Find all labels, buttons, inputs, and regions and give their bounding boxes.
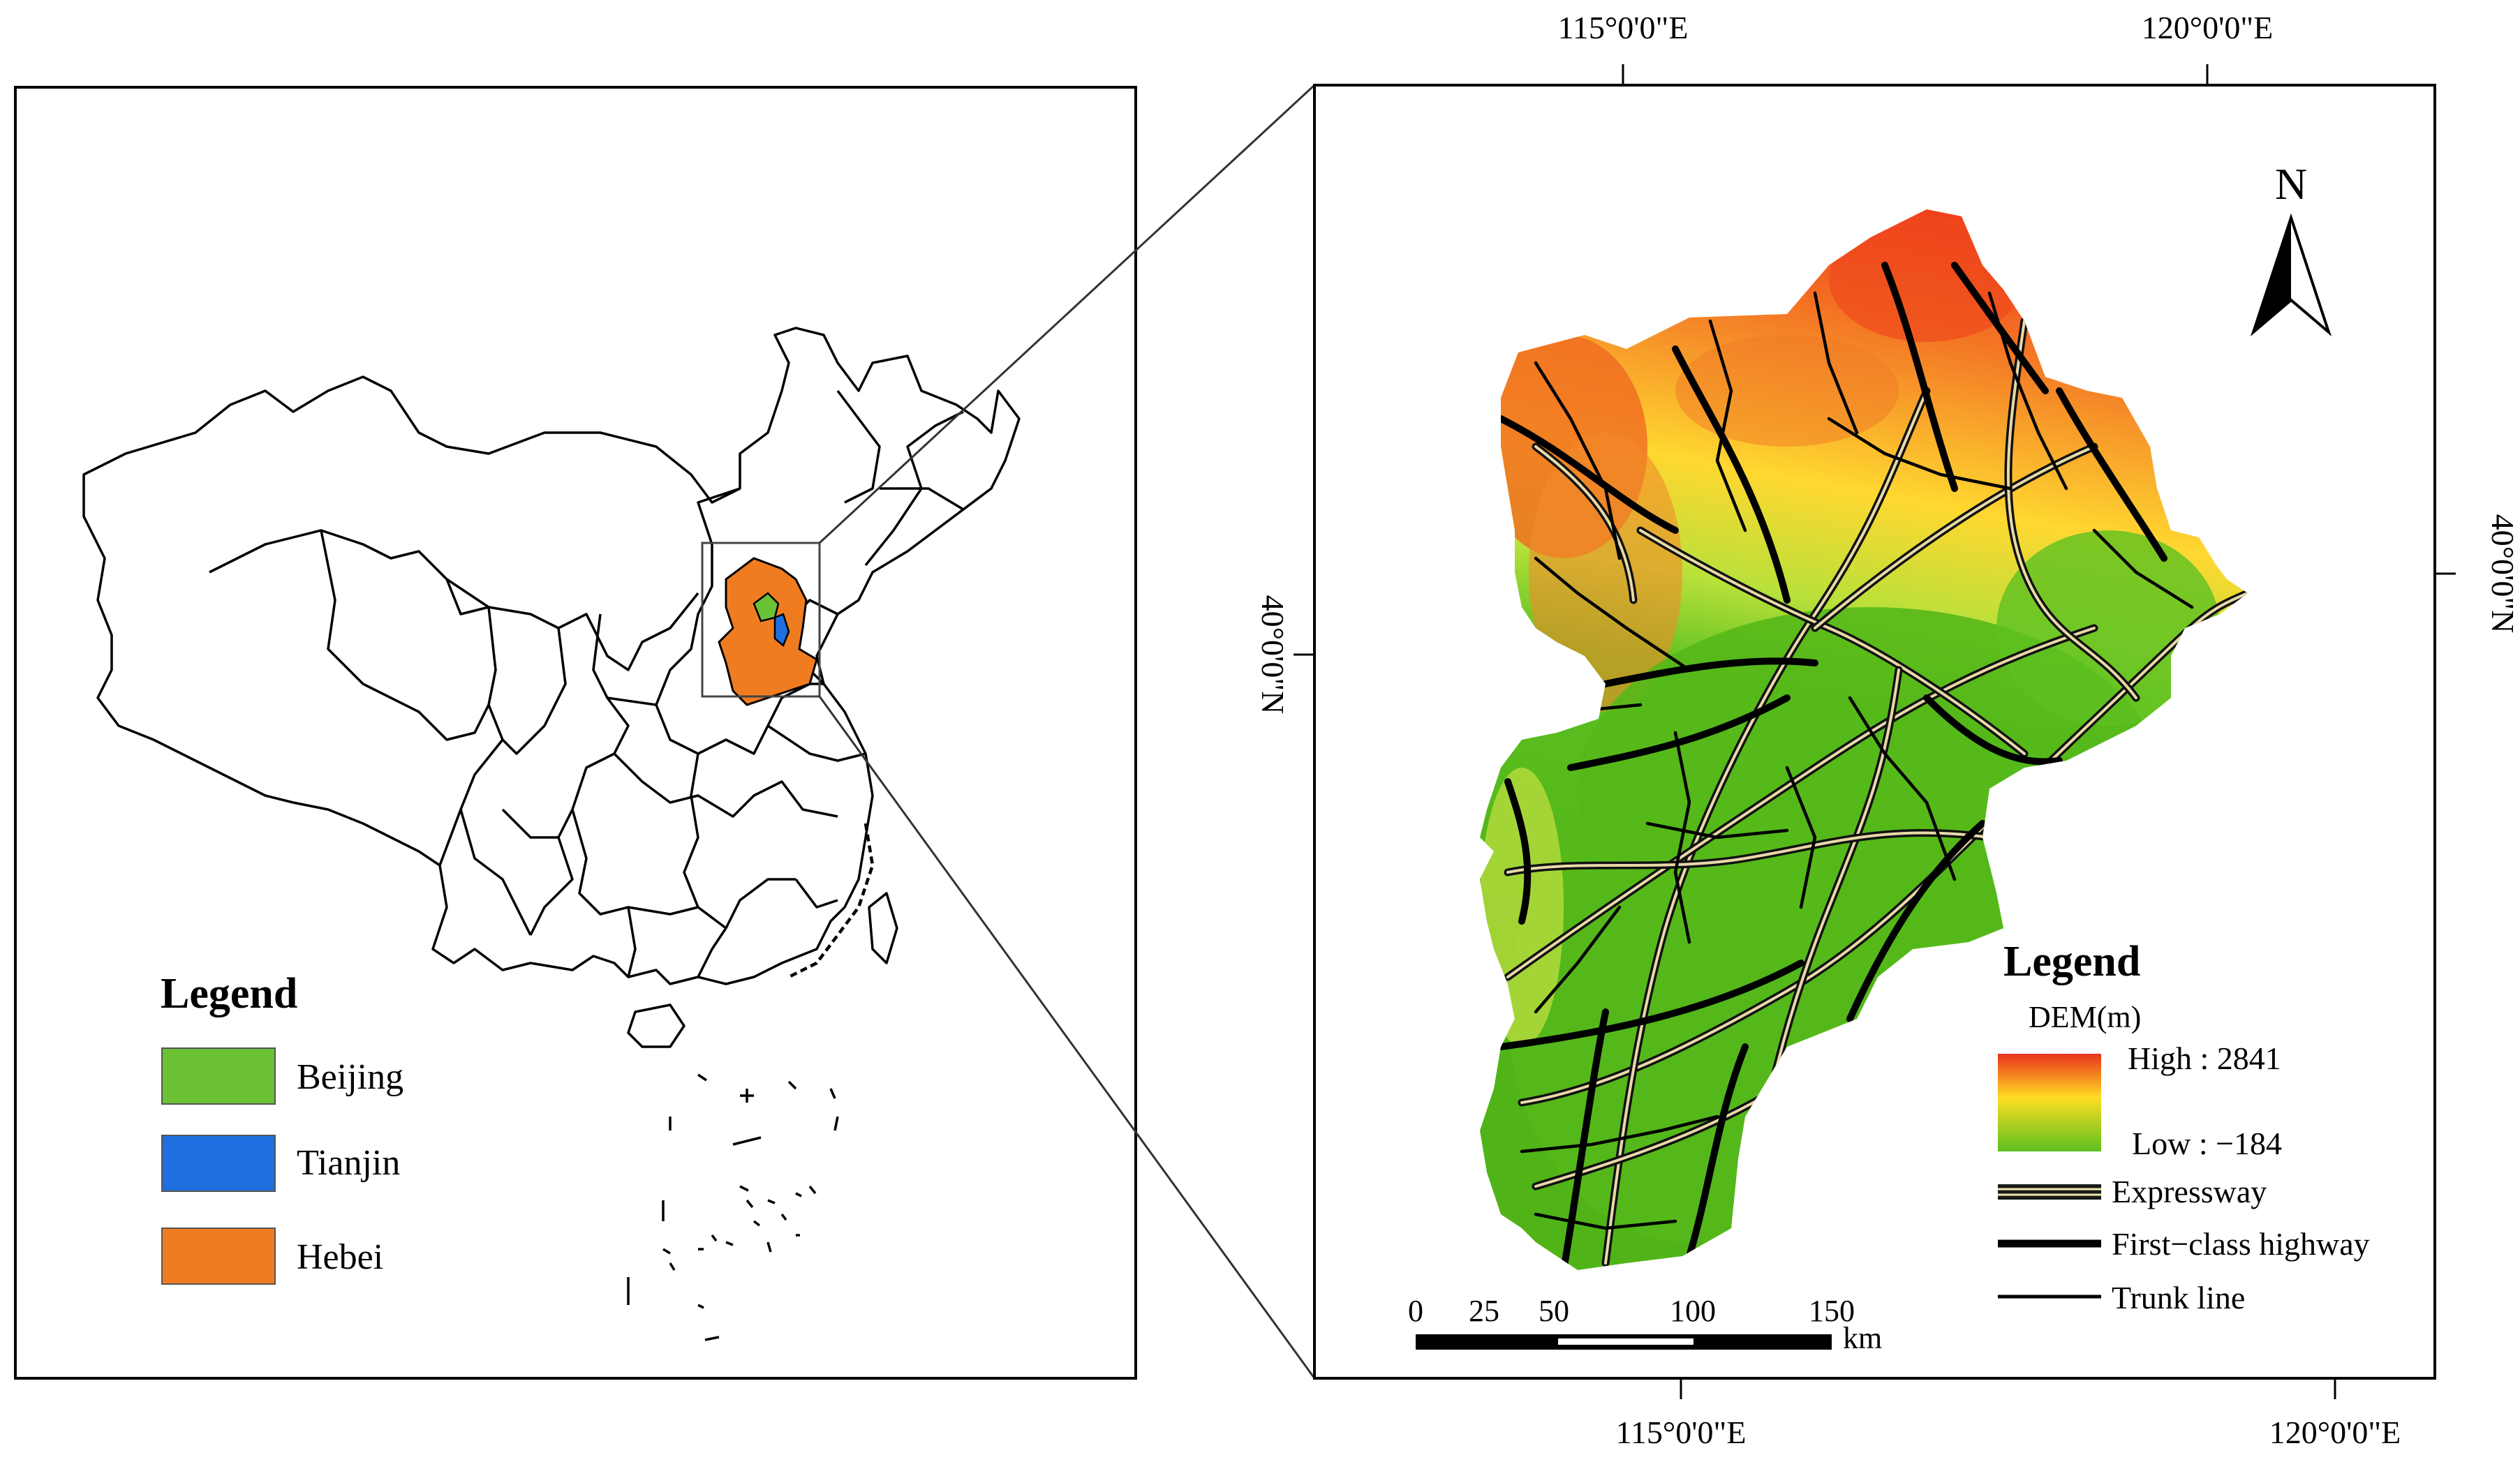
legend-swatch-tianjin bbox=[161, 1135, 276, 1192]
road-legend-expressway: Expressway bbox=[2112, 1174, 2267, 1209]
top-axis-label-120e: 120°0'0"E bbox=[2142, 10, 2274, 45]
scale-tick-25: 25 bbox=[1469, 1294, 1499, 1328]
north-arrow-label: N bbox=[2275, 159, 2307, 209]
overview-legend-title: Legend bbox=[161, 970, 297, 1017]
legend-label-beijing: Beijing bbox=[297, 1057, 403, 1097]
zoom-connector-top bbox=[818, 84, 1316, 544]
top-axis-label-115e: 115°0'0"E bbox=[1558, 10, 1689, 45]
dem-low-label: Low : −184 bbox=[2132, 1126, 2282, 1161]
detail-legend-title: Legend bbox=[2003, 938, 2140, 985]
right-axis-label-40n: 40°0'0"N bbox=[2485, 514, 2520, 634]
dem-legend-title: DEM(m) bbox=[2029, 1000, 2141, 1034]
detail-legend: Legend DEM(m) High : 2841 Low : −184 Exp… bbox=[1998, 938, 2370, 1315]
bottom-axis-label-115e: 115°0'0"E bbox=[1616, 1415, 1747, 1450]
road-legend-trunk: Trunk line bbox=[2112, 1280, 2245, 1315]
graticule-ticks bbox=[1294, 64, 2456, 1399]
dem-color-ramp bbox=[1998, 1054, 2101, 1151]
scale-tick-50: 50 bbox=[1539, 1294, 1569, 1328]
beijing-region-fill bbox=[753, 592, 780, 622]
china-outline bbox=[82, 327, 1021, 1341]
scale-bar: 0 25 50 100 150 km bbox=[1408, 1294, 1882, 1355]
scale-tick-100: 100 bbox=[1670, 1294, 1716, 1328]
zoom-connector-bottom bbox=[818, 696, 1316, 1379]
legend-swatch-beijing bbox=[161, 1047, 276, 1105]
hebei-region-fill bbox=[718, 557, 818, 706]
north-arrow: N bbox=[2250, 159, 2332, 337]
dem-high-label: High : 2841 bbox=[2128, 1040, 2281, 1076]
road-legend-first-class: First−class highway bbox=[2112, 1226, 2370, 1262]
road-network bbox=[1497, 262, 2248, 1270]
study-area-box bbox=[701, 542, 821, 698]
expressway-symbol bbox=[1998, 1184, 2101, 1200]
scale-unit: km bbox=[1843, 1321, 1882, 1355]
bottom-axis-label-120e: 120°0'0"E bbox=[2269, 1415, 2401, 1450]
tianjin-region-fill bbox=[773, 613, 790, 648]
legend-label-tianjin: Tianjin bbox=[297, 1143, 400, 1183]
overview-legend: Legend Beijing Tianjin Hebei bbox=[161, 970, 403, 1285]
left-axis-label-40n: 40°0'0"N bbox=[1255, 595, 1291, 715]
scale-tick-150: 150 bbox=[1809, 1294, 1855, 1328]
scale-tick-0: 0 bbox=[1408, 1294, 1423, 1328]
legend-label-hebei: Hebei bbox=[297, 1237, 383, 1277]
legend-swatch-hebei bbox=[161, 1228, 276, 1285]
